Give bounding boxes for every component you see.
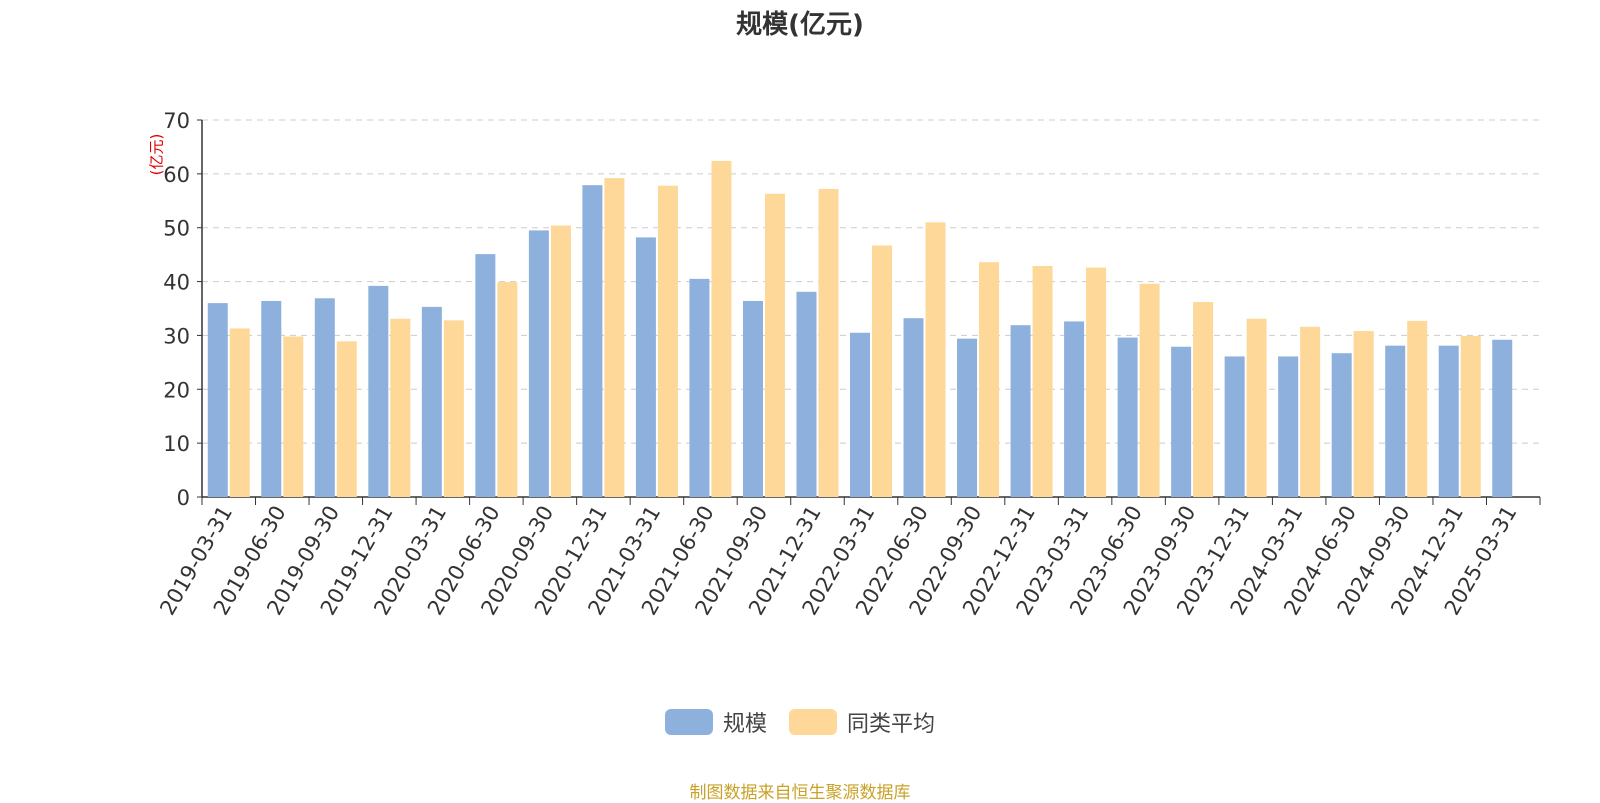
bar-series-2	[1353, 331, 1374, 497]
bar-series-1	[314, 298, 335, 497]
bar-series-2	[1246, 318, 1267, 497]
bar-series-2	[497, 282, 518, 497]
y-tick-label: 70	[163, 109, 190, 133]
bar-series-2	[283, 336, 304, 497]
bar-series-1	[742, 300, 763, 497]
y-tick-label: 40	[163, 271, 190, 295]
bar-series-1	[1278, 356, 1299, 497]
y-tick-label: 60	[163, 163, 190, 187]
bar-series-2	[1300, 326, 1321, 497]
legend-label-series-1: 规模	[722, 712, 767, 737]
y-tick-label: 30	[163, 324, 190, 348]
bar-series-1	[528, 230, 549, 497]
bar-series-1	[1064, 321, 1085, 497]
bar-series-1	[368, 285, 389, 497]
legend-swatch-series-2	[789, 709, 837, 735]
bar-series-1	[635, 237, 656, 497]
bar-series-2	[818, 188, 839, 498]
bar-series-2	[1139, 283, 1160, 497]
bar-series-1	[1010, 325, 1031, 497]
bar-series-2	[711, 160, 732, 497]
bar-series-1	[1171, 346, 1192, 497]
bar-series-1	[475, 254, 496, 497]
bar-series-2	[872, 245, 892, 497]
bar-series-2	[979, 262, 1000, 497]
legend-item-series-1[interactable]: 规模	[664, 706, 767, 738]
bar-series-1	[903, 318, 924, 497]
bar-series-2	[550, 225, 571, 497]
bar-series-2	[925, 222, 946, 498]
bar-series-1	[261, 300, 282, 497]
bar-series-2	[336, 341, 357, 497]
y-tick-label: 20	[163, 378, 190, 402]
bar-series-1	[582, 185, 603, 497]
bar-series-1	[1385, 345, 1406, 497]
bar-series-2	[657, 185, 678, 497]
y-tick-label: 0	[177, 486, 190, 510]
data-source-note: 制图数据来自恒生聚源数据库	[689, 783, 911, 803]
bar-series-2	[764, 193, 785, 497]
legend-swatch-series-1	[664, 709, 713, 735]
legend: 规模 同类平均	[0, 706, 1600, 738]
bar-series-1	[850, 332, 870, 497]
bar-series-2	[604, 178, 625, 497]
legend-label-series-2: 同类平均	[847, 712, 936, 737]
bar-series-2	[1086, 267, 1107, 497]
bar-series-1	[689, 278, 710, 497]
chart-title: 规模(亿元)	[736, 10, 864, 40]
bar-series-1	[957, 338, 978, 497]
bar-series-2	[1460, 335, 1481, 497]
bar-series-2	[1407, 320, 1428, 497]
legend-item-series-2[interactable]: 同类平均	[789, 706, 935, 738]
bar-series-1	[1117, 337, 1138, 497]
bar-series-1	[1438, 345, 1459, 497]
bar-series-2	[1193, 302, 1214, 497]
bar-series-2	[443, 320, 464, 497]
bar-series-1	[796, 291, 817, 497]
bar-series-1	[207, 303, 228, 497]
y-tick-label: 50	[163, 217, 190, 241]
bar-series-1	[1331, 353, 1352, 497]
bar-series-2	[1032, 265, 1053, 497]
bar-series-1	[1224, 356, 1245, 497]
bar-series-2	[229, 328, 250, 497]
bar-series-1	[421, 306, 442, 497]
bar-series-2	[390, 318, 411, 497]
y-tick-label: 10	[163, 432, 190, 456]
bar-series-1	[1492, 339, 1513, 497]
